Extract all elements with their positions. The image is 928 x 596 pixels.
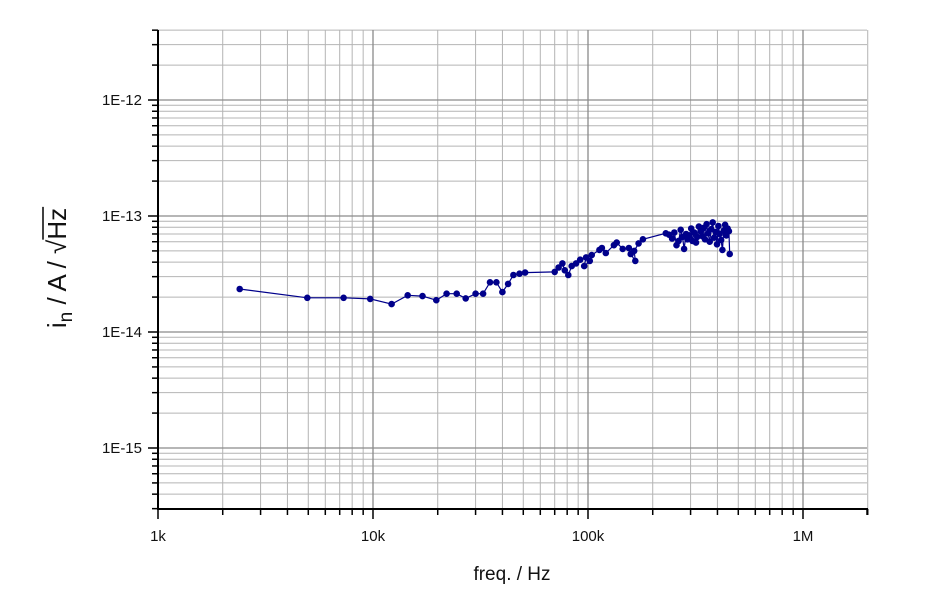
series-markers	[236, 219, 733, 308]
data-point	[625, 244, 633, 252]
grid-minor-lines	[158, 29, 869, 509]
data-point	[551, 268, 558, 276]
data-point	[692, 239, 700, 246]
data-point	[635, 240, 642, 247]
data-point	[565, 271, 572, 279]
data-point	[709, 219, 716, 226]
y-tick-label: 1E-13	[102, 208, 142, 225]
data-point	[493, 279, 500, 286]
y-tick-label: 1E-15	[102, 440, 142, 457]
data-point	[340, 294, 347, 302]
data-point	[671, 229, 678, 236]
data-point	[433, 296, 440, 304]
x-tick-label: 10k	[361, 528, 386, 545]
data-point	[472, 290, 479, 298]
data-point	[366, 295, 374, 303]
data-point	[710, 234, 718, 241]
data-point	[479, 290, 487, 298]
data-point	[462, 295, 470, 302]
data-point	[717, 236, 725, 244]
y-title-sub: n	[56, 312, 77, 323]
data-point	[521, 269, 529, 276]
data-point	[388, 300, 395, 308]
data-point	[419, 292, 426, 300]
axis-tick-labels: 1k 10k 100k 1M 1E-15 1E-14 1E-13 1E-12	[102, 92, 813, 545]
data-point	[499, 288, 506, 296]
data-point	[559, 260, 566, 267]
x-axis-title: freq. / Hz	[473, 564, 550, 585]
data-point	[510, 271, 517, 279]
data-point	[586, 257, 594, 265]
data-point	[453, 290, 461, 298]
x-tick-label: 1M	[793, 528, 814, 545]
y-tick-label: 1E-14	[102, 324, 142, 341]
data-point	[715, 222, 722, 230]
data-point	[602, 249, 610, 257]
data-point	[404, 292, 412, 299]
data-series	[236, 219, 733, 308]
data-point	[706, 238, 713, 245]
data-point	[668, 235, 676, 242]
data-point	[443, 290, 450, 298]
x-tick-label: 1k	[150, 528, 166, 545]
sqrt-symbol: √	[42, 239, 72, 254]
data-point	[693, 233, 701, 241]
y-tick-label: 1E-12	[102, 92, 142, 109]
y-title-rest: / A /	[42, 254, 72, 312]
data-point	[236, 285, 243, 293]
data-point	[619, 245, 626, 253]
data-point	[726, 250, 733, 258]
data-point	[680, 245, 688, 253]
x-tick-label: 100k	[572, 528, 605, 545]
grid-major-lines	[158, 30, 867, 509]
data-point	[598, 244, 606, 252]
data-point	[719, 246, 726, 254]
data-point	[576, 256, 584, 264]
axis-ticks	[148, 29, 869, 519]
data-point	[580, 262, 588, 270]
svg-text:in / A / √Hz: in / A / √Hz	[42, 208, 77, 328]
data-point	[613, 239, 620, 246]
data-point	[516, 270, 523, 278]
y-title-sqrt-arg: Hz	[42, 208, 72, 240]
y-title-main: i	[42, 322, 72, 328]
axes	[157, 30, 868, 510]
data-point	[504, 280, 512, 288]
data-point	[486, 279, 494, 286]
data-point	[703, 220, 710, 228]
data-point	[686, 232, 693, 239]
data-point	[677, 226, 684, 234]
data-point	[630, 247, 638, 255]
data-point	[561, 267, 569, 274]
data-point	[725, 227, 733, 235]
data-point	[632, 257, 639, 265]
data-point	[304, 294, 311, 302]
data-point	[713, 241, 721, 248]
data-point	[588, 251, 595, 259]
y-axis-title: in / A / √Hz	[42, 206, 77, 328]
data-point	[639, 236, 647, 243]
